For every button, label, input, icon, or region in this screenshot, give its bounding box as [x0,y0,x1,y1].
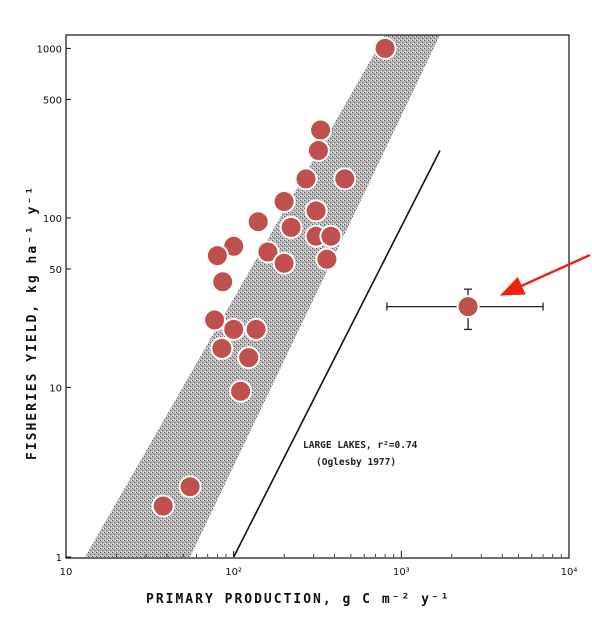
data-point [256,240,280,264]
data-point [309,118,333,142]
y-tick-label: 1000 [37,44,62,55]
data-point [244,317,268,341]
data-point [315,247,339,271]
data-point [333,167,357,191]
data-point [210,336,234,360]
highlight-data-point [456,295,480,319]
data-point [178,475,202,499]
data-point [272,251,296,275]
data-point [211,270,235,294]
data-point [203,308,227,332]
x-axis-label: PRIMARY PRODUCTION, g C m⁻² y⁻¹ [146,592,451,607]
y-axis-label: FISHERIES YIELD, kg ha⁻¹ y⁻¹ [25,185,40,460]
red-arrow [499,253,591,296]
x-tick-label: 10² [225,567,242,578]
x-tick-label: 10⁴ [561,567,578,578]
y-tick-label: 50 [49,265,62,276]
y-tick-label: 100 [43,214,62,225]
confidence-band [85,35,440,557]
data-point [205,244,229,268]
x-tick-label: 10 [60,567,73,578]
regression-line-segment [232,150,441,558]
data-point [279,215,303,239]
data-point [229,379,253,403]
band-area [85,35,440,557]
y-tick-label: 10 [49,383,62,394]
data-point [373,36,397,60]
axis-ticks: 10 10² 10³ 10⁴ 1 10 50 100 500 1000 [37,44,578,578]
data-point [319,224,343,248]
data-point [306,139,330,162]
y-tick-label: 500 [43,95,62,106]
regression-line [232,150,441,558]
data-point [151,494,175,518]
data-point [294,167,318,191]
annotation-line1: LARGE LAKES, r²=0.74 [303,440,418,451]
annotation-line2: (Oglesby 1977) [316,457,396,468]
highlighted-point [386,253,591,331]
plot-frame [65,34,570,559]
data-point [237,346,261,370]
data-point [246,210,270,234]
x-tick-label: 10³ [393,567,410,578]
data-point [272,190,296,213]
data-point [304,199,328,223]
data-point [222,317,246,341]
data-points [151,36,397,518]
y-tick-label: 1 [56,553,62,564]
